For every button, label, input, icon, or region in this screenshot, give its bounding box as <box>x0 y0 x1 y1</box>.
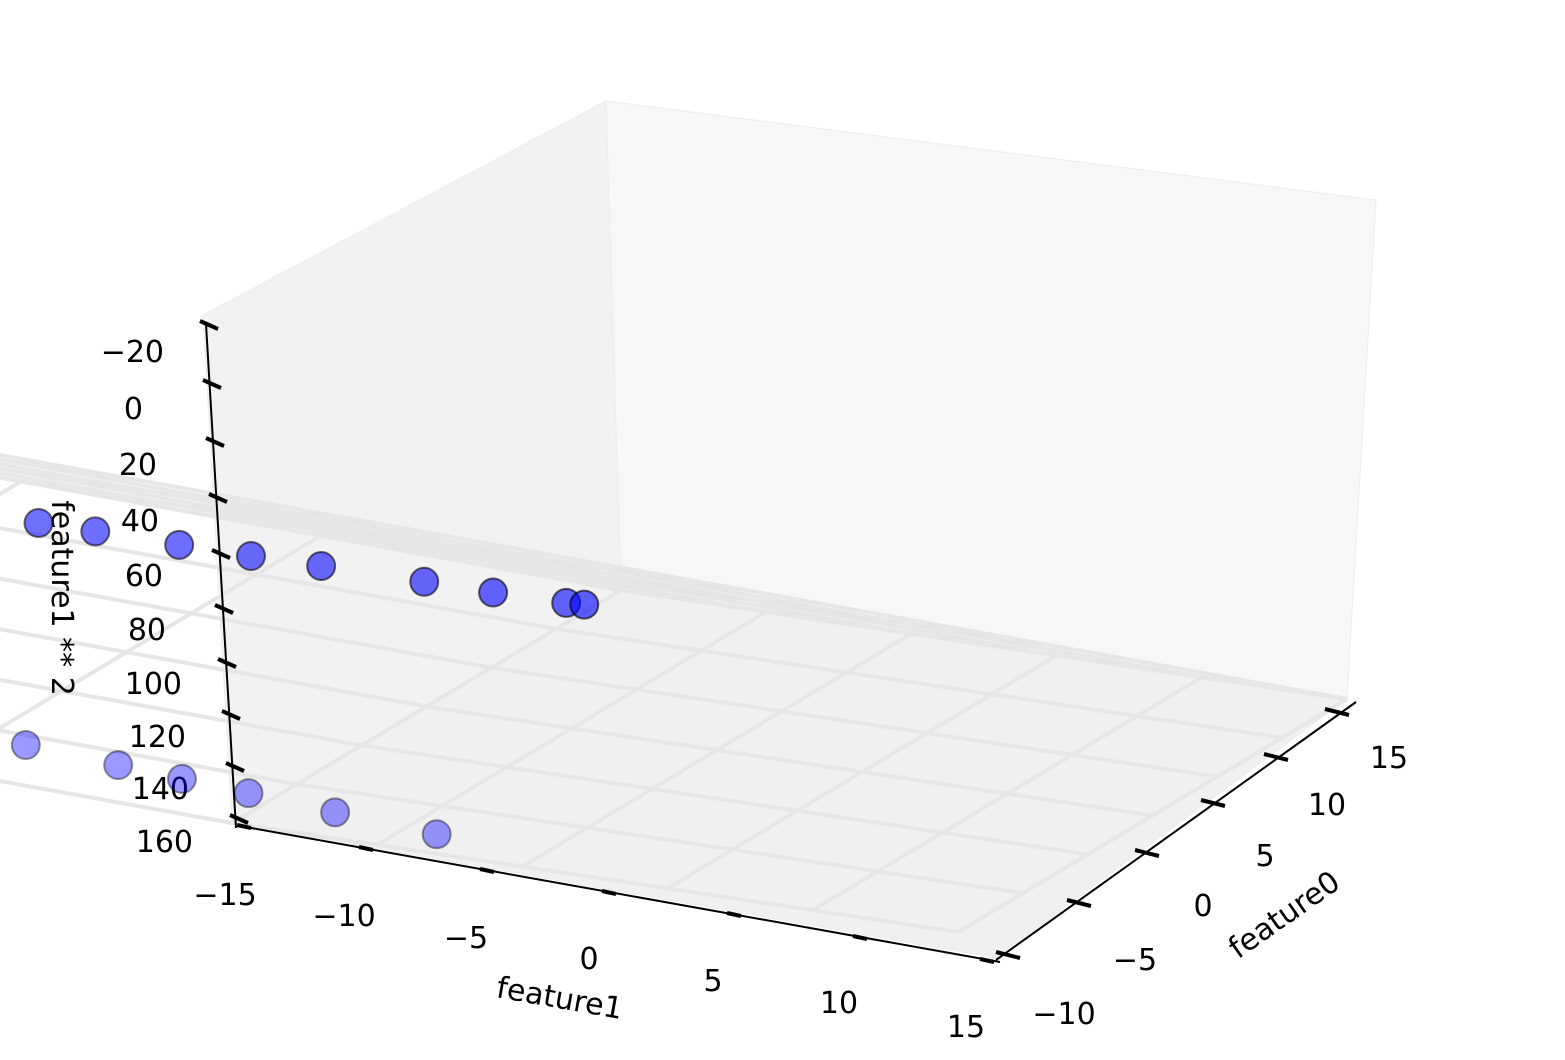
tick-mark <box>199 319 219 331</box>
data-point-circle <box>233 778 264 809</box>
grid-line <box>0 466 912 636</box>
y-tick-label: 5 <box>703 964 722 999</box>
tick-mark <box>1134 848 1160 858</box>
grid-line <box>555 626 1283 740</box>
grid-line <box>230 588 623 825</box>
y-tick-labels: −15 −10 −5 0 5 10 15 <box>193 878 985 1045</box>
grid-line <box>296 782 1024 896</box>
tick-mark <box>236 823 252 830</box>
data-point-circle <box>235 541 266 572</box>
grid-line <box>0 576 492 670</box>
tick-mark <box>1263 752 1289 762</box>
y-tick-label: 15 <box>947 1010 985 1045</box>
x-axis-title: feature0 <box>1222 864 1346 966</box>
tick-mark <box>979 957 995 964</box>
data-point-circle <box>409 566 440 597</box>
grid-line <box>491 665 1218 779</box>
x-tick-label: 0 <box>1193 889 1212 924</box>
y-tick-label: 0 <box>579 942 598 977</box>
grid-line <box>0 533 323 731</box>
grid-line <box>426 704 1153 818</box>
grid-line <box>620 588 1348 701</box>
z-tick-label: 160 <box>136 825 193 860</box>
tick-mark <box>208 492 228 504</box>
tick-mark <box>1200 798 1226 808</box>
z-tick-label: 80 <box>128 613 166 648</box>
z-tick-label: 20 <box>119 448 157 483</box>
grid-line <box>0 462 1057 658</box>
tick-mark <box>221 709 241 721</box>
grid-line <box>20 479 748 593</box>
y-axis-title: feature1 <box>494 970 626 1027</box>
x-tick-label: −5 <box>1113 943 1157 978</box>
y-tick-label: −10 <box>312 899 375 934</box>
data-point-circle <box>421 819 452 850</box>
y-tick-label: −5 <box>444 921 488 956</box>
x-tick-label: 15 <box>1370 741 1408 776</box>
grid-line <box>320 533 1048 647</box>
z-tick-labels: −20 0 20 40 60 80 100 120 140 160 <box>101 335 193 860</box>
grid-line <box>0 457 148 484</box>
data-point-circle <box>478 577 509 608</box>
tick-mark <box>358 845 374 852</box>
scatter-points <box>10 507 600 850</box>
tick-mark <box>225 761 245 773</box>
grid-line <box>0 457 1203 680</box>
tick-mark <box>202 378 222 390</box>
data-point-circle <box>306 550 337 581</box>
tick-mark <box>726 911 742 918</box>
data-point-circle <box>103 750 134 781</box>
x-tick-label: −10 <box>1032 997 1095 1032</box>
z-tick-label: −20 <box>101 335 164 370</box>
grid-line <box>0 475 622 592</box>
x-axis-line <box>995 701 1357 961</box>
grid-lines <box>0 453 1349 934</box>
grid-line <box>0 453 1348 701</box>
tick-mark <box>217 657 237 669</box>
data-point-circle <box>23 507 54 538</box>
tick-mark <box>601 889 617 896</box>
data-point-circle <box>10 730 41 761</box>
z-tick-label: 120 <box>129 720 186 755</box>
tick-mark <box>1066 898 1092 908</box>
z-tick-label: 60 <box>125 559 163 594</box>
grid-line <box>0 466 448 538</box>
z-tick-label: 100 <box>125 667 182 702</box>
tick-mark <box>205 436 225 448</box>
y-tick-label: 10 <box>820 986 858 1021</box>
grid-line <box>361 743 1088 857</box>
tick-mark <box>995 950 1021 960</box>
tick-mark <box>211 548 231 560</box>
data-point-circle <box>166 763 197 794</box>
data-point-circle <box>164 529 195 560</box>
data-point-circle <box>569 589 600 620</box>
grid-line <box>231 821 959 934</box>
tick-mark <box>1324 707 1350 717</box>
data-point-circle <box>320 797 351 828</box>
x-tick-labels: −10 −5 0 5 10 15 <box>1032 741 1408 1032</box>
tick-marks <box>199 319 1350 964</box>
z-tick-label: 0 <box>124 392 143 427</box>
z-axis-line <box>205 323 237 829</box>
grid-line <box>0 471 767 614</box>
tick-mark <box>214 603 234 615</box>
x-tick-label: 5 <box>1255 839 1274 874</box>
tick-mark <box>852 934 868 941</box>
y-tick-label: −15 <box>193 878 256 913</box>
z-tick-label: 40 <box>121 504 159 539</box>
data-point-circle <box>80 516 111 547</box>
tick-mark <box>479 867 495 874</box>
z-tick-label: 140 <box>132 772 189 807</box>
x-tick-label: 10 <box>1308 788 1346 823</box>
tick-mark <box>229 813 249 825</box>
grid-line <box>0 526 557 631</box>
